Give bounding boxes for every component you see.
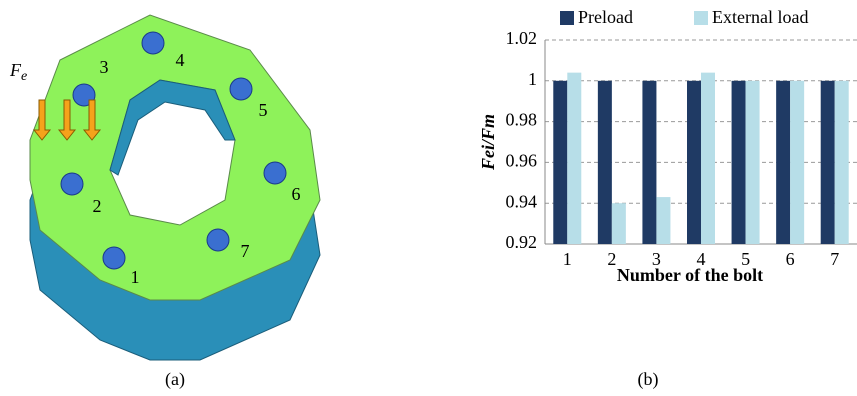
bar <box>642 81 656 244</box>
x-tick-label: 4 <box>697 249 706 269</box>
x-tick-label: 6 <box>786 249 795 269</box>
y-tick-label: 1 <box>528 69 537 89</box>
bolt-label: 6 <box>292 184 301 204</box>
bar <box>567 73 581 244</box>
y-axis-label: Fei/Fm <box>478 114 498 171</box>
y-tick-label: 0.92 <box>506 232 538 252</box>
x-tick-label: 3 <box>652 249 661 269</box>
bar <box>701 73 715 244</box>
bar <box>612 203 626 244</box>
legend-label: External load <box>712 7 808 27</box>
bolt-label: 1 <box>131 267 140 287</box>
force-arrows <box>34 100 100 140</box>
figure: Fe (a) (b) Number of the bolt Fei/Fm 123… <box>0 0 857 396</box>
bolt-label: 3 <box>100 57 109 77</box>
y-tick-label: 1.02 <box>506 28 538 48</box>
x-tick-label: 1 <box>563 249 572 269</box>
y-tick-label: 0.96 <box>506 151 538 171</box>
mesh-model: Fe <box>9 15 320 360</box>
y-tick-label: 0.98 <box>506 110 538 130</box>
x-tick-label: 2 <box>607 249 616 269</box>
x-tick-label: 5 <box>741 249 750 269</box>
bolt-label: 2 <box>93 196 102 216</box>
bar <box>656 197 670 244</box>
bar <box>598 81 612 244</box>
force-label: Fe <box>9 60 27 84</box>
bolt-label: 7 <box>241 241 250 261</box>
bolt-label: 4 <box>176 50 185 70</box>
caption: (b) <box>638 369 659 390</box>
bar <box>746 81 760 244</box>
x-tick-label: 7 <box>830 249 839 269</box>
legend-label: Preload <box>578 7 633 27</box>
legend-swatch <box>560 11 574 25</box>
bar <box>687 81 701 244</box>
bar <box>821 81 835 244</box>
legend-swatch <box>694 11 708 25</box>
bar <box>732 81 746 244</box>
bolt-label: 5 <box>259 100 268 120</box>
y-tick-label: 0.94 <box>506 191 538 211</box>
bar <box>776 81 790 244</box>
bar <box>553 81 567 244</box>
bar <box>835 81 849 244</box>
caption: (a) <box>165 369 185 390</box>
bar <box>790 81 804 244</box>
